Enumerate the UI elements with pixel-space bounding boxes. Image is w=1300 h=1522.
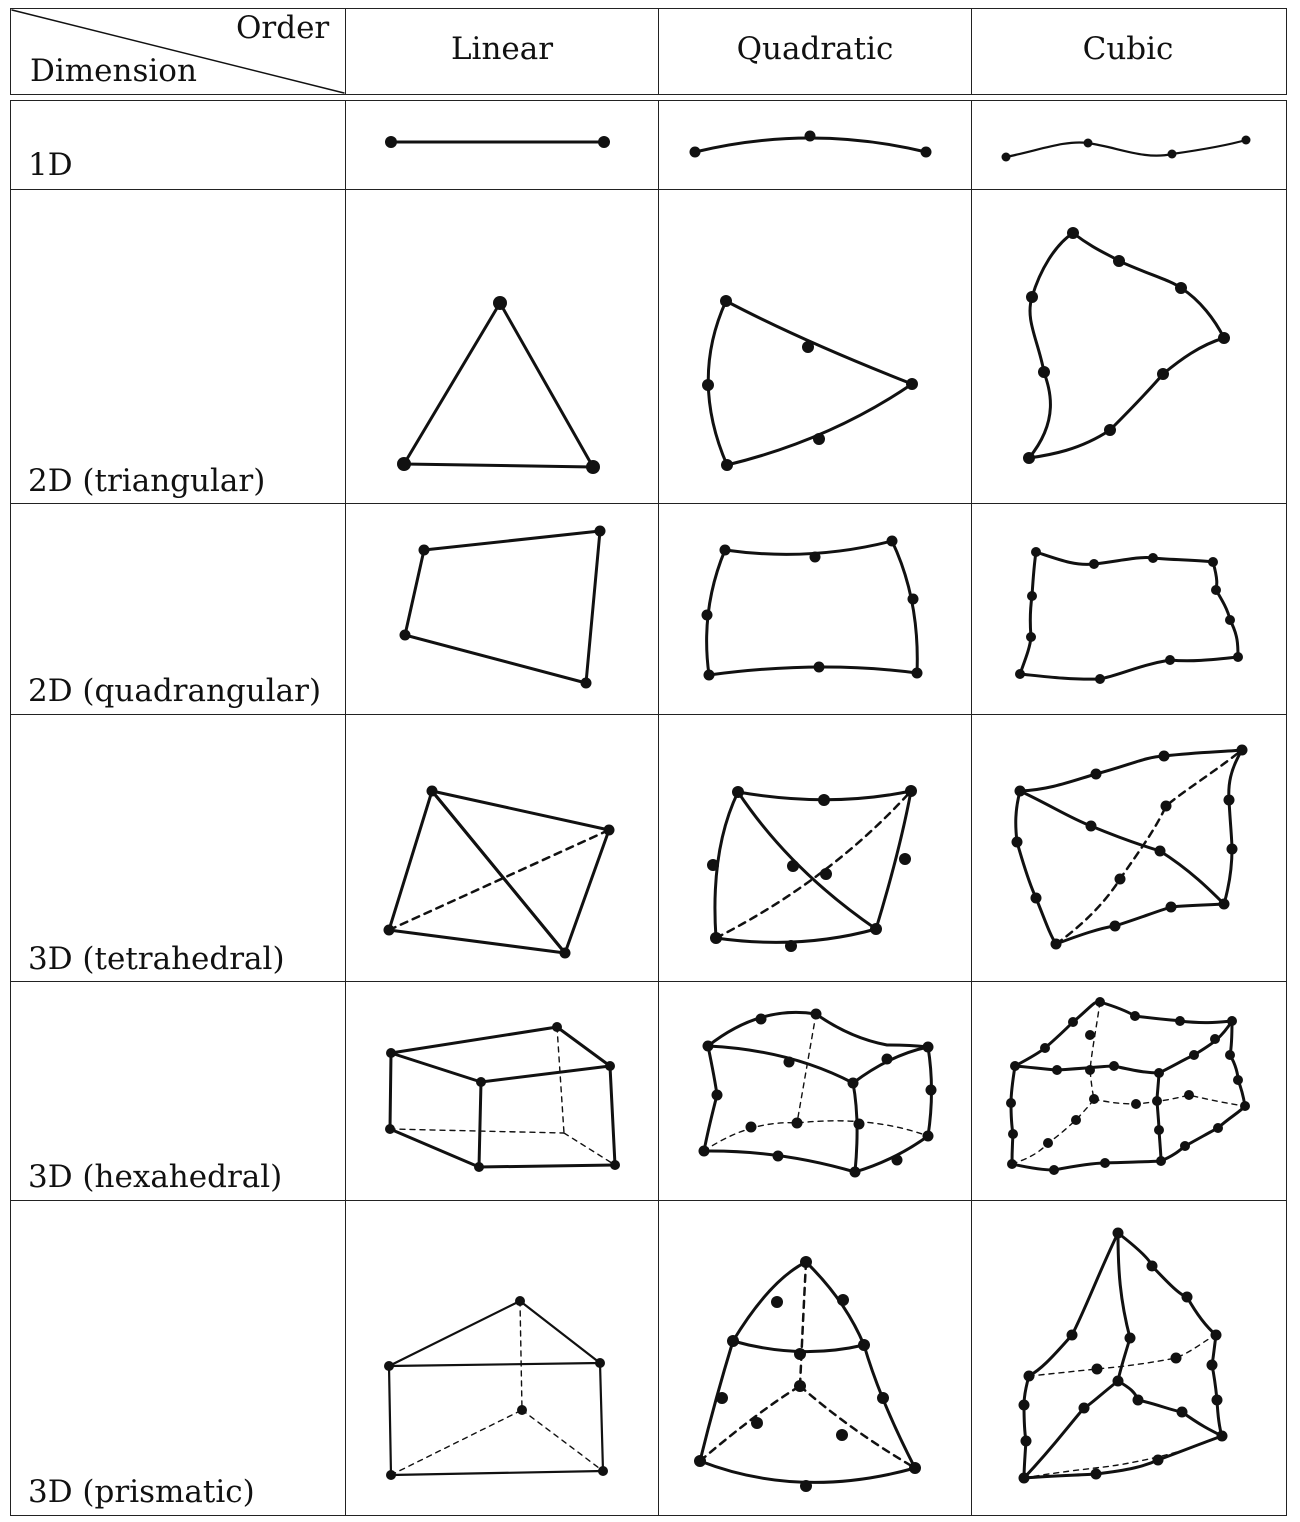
prism-element-linear-icon xyxy=(384,1296,608,1480)
corner-order-label: Order xyxy=(236,10,330,46)
corner-dimension-label: Dimension xyxy=(30,53,197,89)
tetrahedron-element-quadratic-icon xyxy=(707,785,917,952)
triangle-element-cubic-icon xyxy=(1023,227,1230,464)
triangle-element-quadratic-icon xyxy=(702,295,918,471)
line-element-cubic-icon xyxy=(1001,135,1251,162)
column-header-cubic: Cubic xyxy=(1082,31,1174,67)
header-table xyxy=(10,8,1287,95)
row-label-3d-hexahedral: 3D (hexahedral) xyxy=(28,1159,283,1195)
row-label-2d-triangular: 2D (triangular) xyxy=(28,463,266,499)
prism-element-cubic-icon xyxy=(1018,1227,1228,1484)
column-header-quadratic: Quadratic xyxy=(736,31,894,67)
quad-element-quadratic-icon xyxy=(701,535,923,681)
row-label-1d: 1D xyxy=(28,147,73,183)
line-element-linear-icon xyxy=(385,136,610,148)
column-header-linear: Linear xyxy=(450,31,554,67)
tetrahedron-element-cubic-icon xyxy=(1011,744,1248,950)
quad-element-linear-icon xyxy=(399,525,606,689)
row-label-3d-prismatic: 3D (prismatic) xyxy=(28,1474,255,1510)
line-element-quadratic-icon xyxy=(689,130,932,158)
prism-element-quadratic-icon xyxy=(694,1256,921,1492)
row-label-2d-quadrangular: 2D (quadrangular) xyxy=(28,673,322,709)
hexahedron-element-quadratic-icon xyxy=(698,1008,937,1178)
hexahedron-element-cubic-icon xyxy=(1006,997,1250,1175)
body-table xyxy=(10,100,1287,1516)
triangle-element-linear-icon xyxy=(397,296,600,474)
tetrahedron-element-linear-icon xyxy=(383,785,615,959)
quad-element-cubic-icon xyxy=(1015,547,1243,684)
row-label-3d-tetrahedral: 3D (tetrahedral) xyxy=(28,941,285,977)
hexahedron-element-linear-icon xyxy=(385,1022,620,1172)
